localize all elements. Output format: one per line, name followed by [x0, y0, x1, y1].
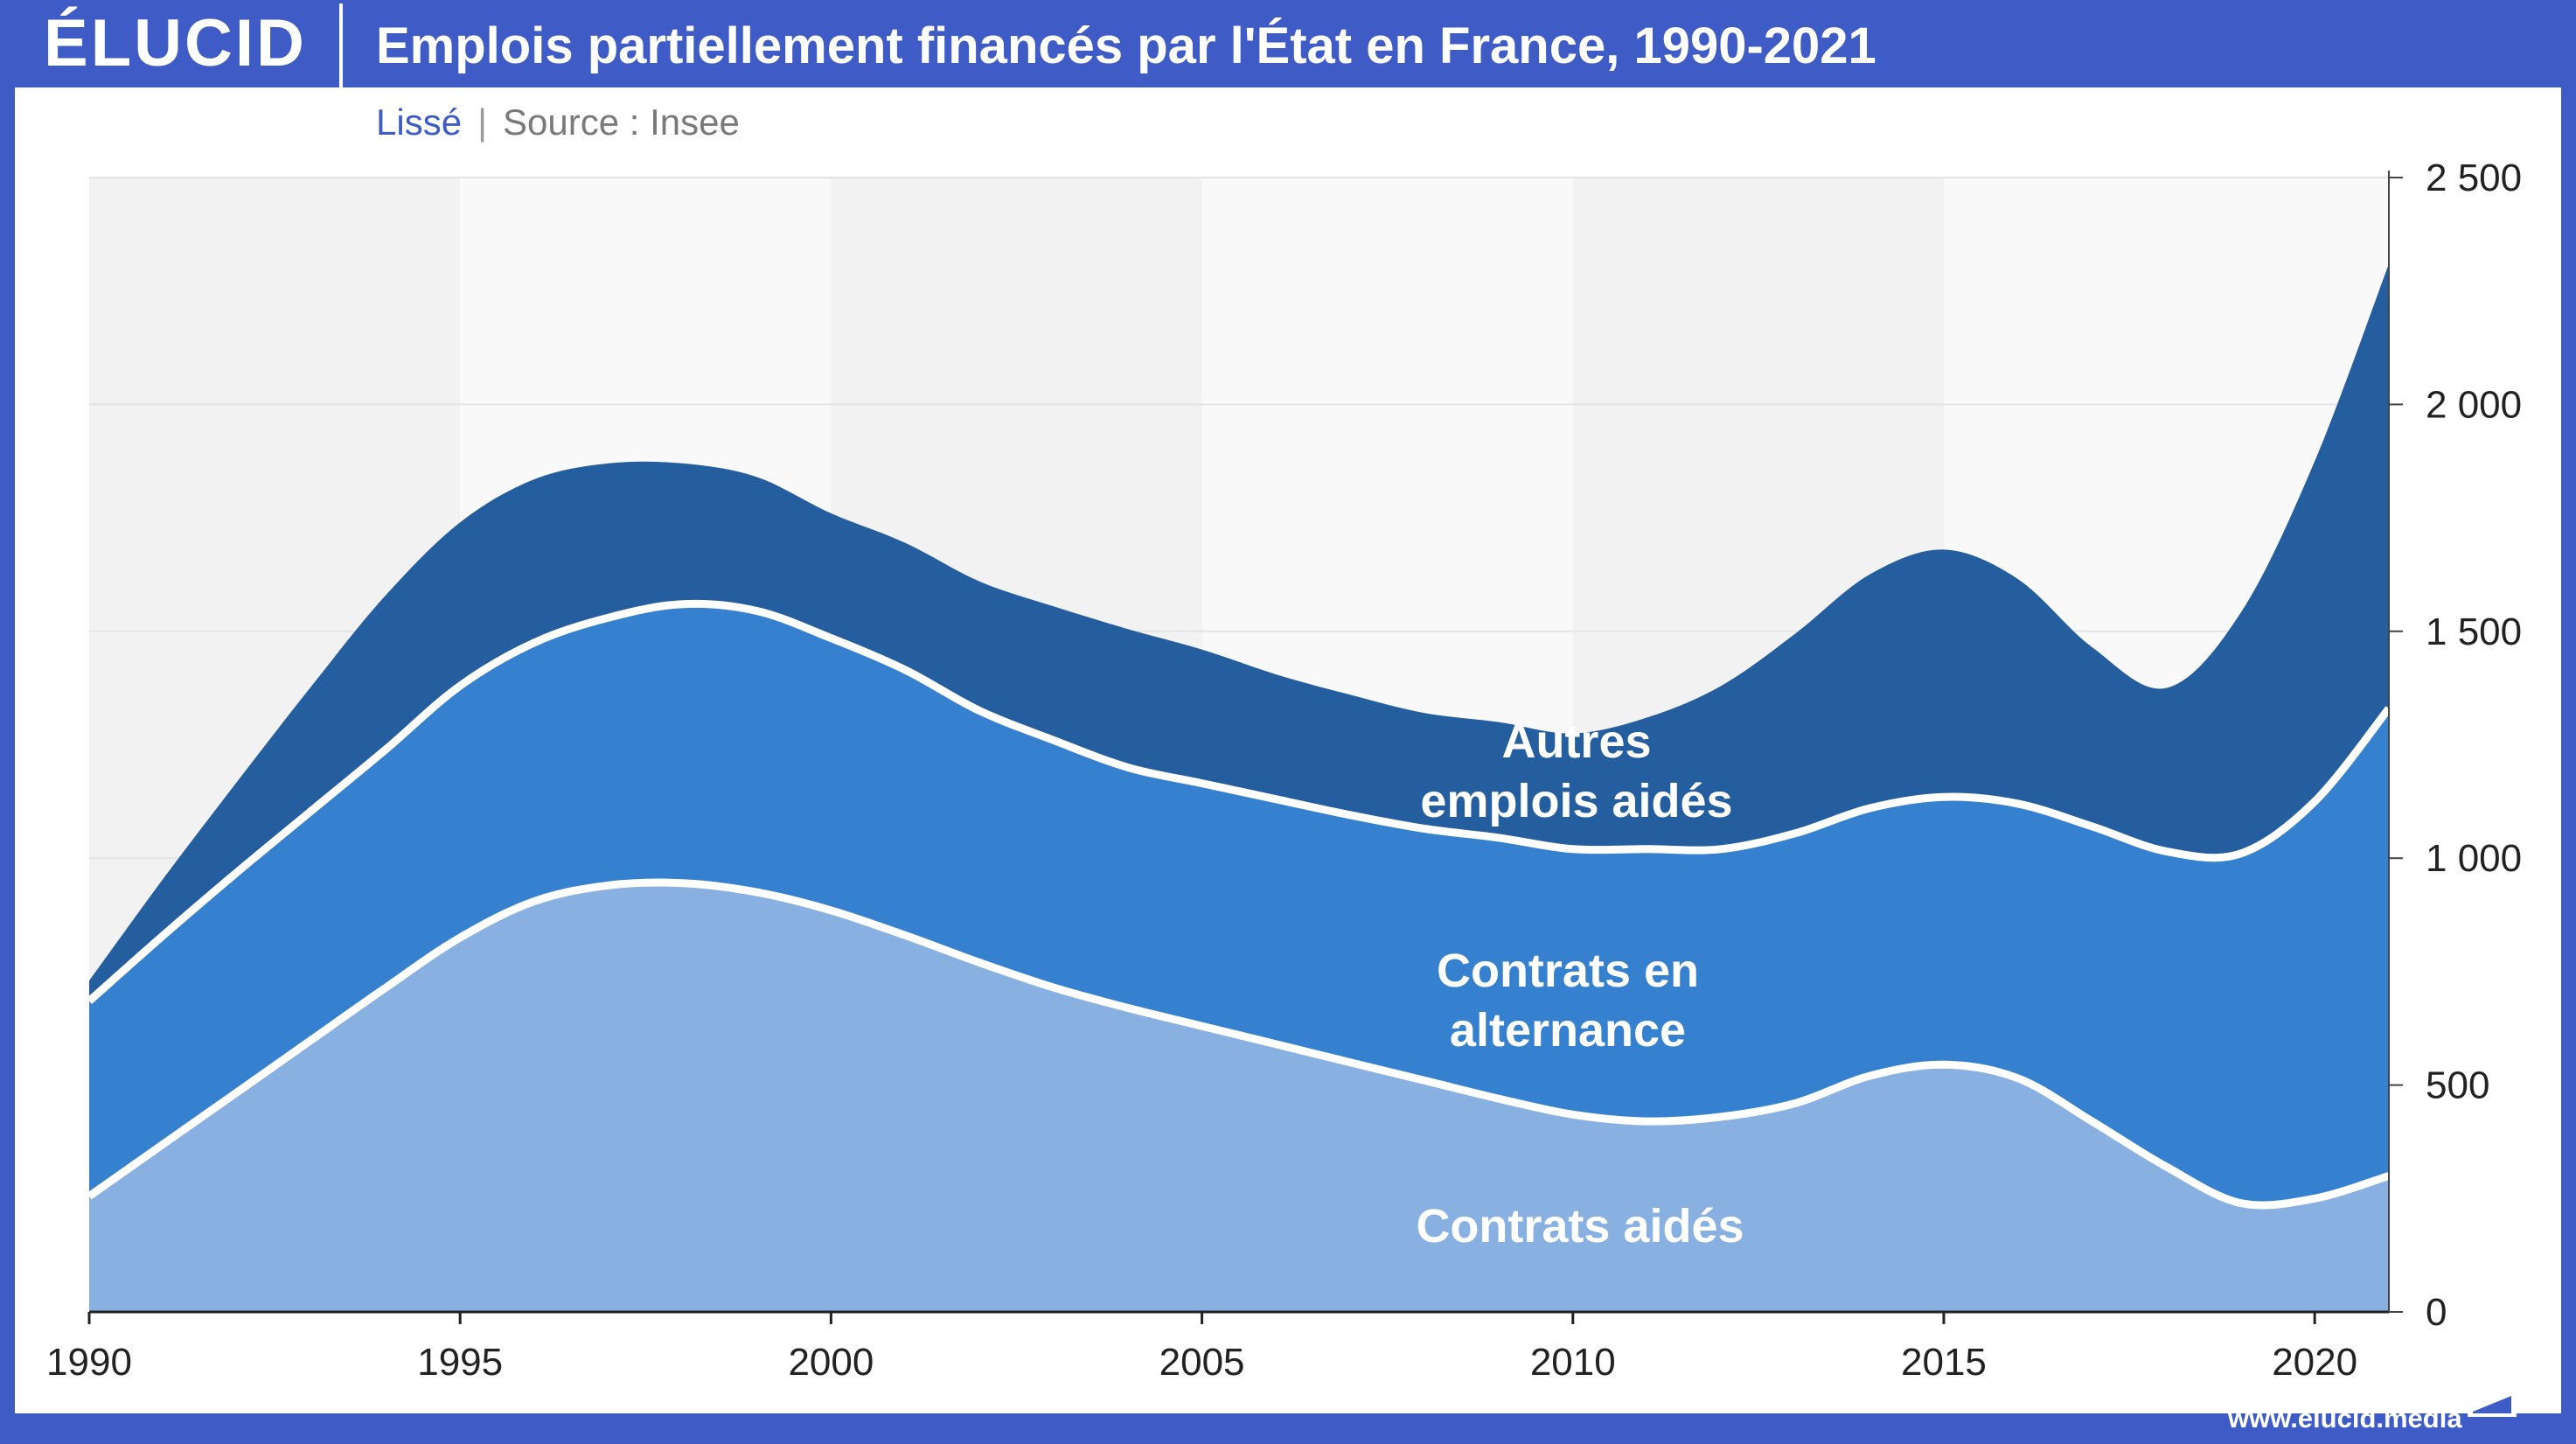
y-tick-label: 500 — [2426, 1064, 2489, 1107]
label-alternance-line2: alternance — [1450, 1004, 1686, 1057]
axes: 1990 1995 2000 2005 2010 2015 2020 0 500 1 000 1 5… — [46, 157, 2522, 1384]
elucid-mark-icon — [2468, 1391, 2517, 1417]
header-bar: ÉLUCID Emplois partiellement financés pa… — [0, 0, 2576, 87]
area-contrats-aides — [89, 882, 2389, 1312]
line-contrats-aides-top — [87, 878, 2391, 1210]
x-tick-label: 2000 — [788, 1341, 874, 1384]
elucid-logo: ÉLUCID — [44, 6, 307, 80]
label-autres-line2: emplois aidés — [1420, 775, 1732, 827]
logo-divider — [339, 3, 343, 87]
label-autres-line1: Autres — [1501, 715, 1651, 768]
x-tick-label: 2015 — [1901, 1341, 1987, 1384]
label-alternance-line1: Contrats en — [1437, 945, 1699, 997]
x-tick-label: 2020 — [2272, 1341, 2357, 1384]
area-labels: Autres emplois aidés Contrats en alterna… — [1416, 715, 1744, 1252]
line-contrats-alternance-top — [87, 599, 2392, 1004]
y-tick-label: 2 000 — [2426, 383, 2522, 426]
smoothing-mode: Lissé — [376, 101, 463, 143]
y-tick-label: 0 — [2426, 1291, 2447, 1334]
source-note: Source : Insee — [502, 101, 740, 143]
x-tick-label: 2010 — [1530, 1341, 1616, 1384]
x-tick-label: 1995 — [417, 1341, 503, 1384]
x-tick-label: 1990 — [46, 1341, 132, 1384]
y-tick-label: 1 000 — [2426, 837, 2522, 880]
x-tick-label: 2005 — [1159, 1341, 1245, 1384]
label-contrats-aides: Contrats aidés — [1416, 1200, 1744, 1252]
chart-subtitle: Lissé | Source : Insee — [376, 98, 740, 147]
footer-url[interactable]: www.elucid.media — [2228, 1403, 2462, 1434]
series-boundary-lines — [87, 599, 2392, 1210]
chart-title: Emplois partiellement financés par l'Éta… — [376, 17, 1876, 74]
y-tick-label: 1 500 — [2426, 610, 2522, 653]
subtitle-separator: | — [477, 101, 487, 143]
y-tick-label: 2 500 — [2426, 157, 2522, 199]
